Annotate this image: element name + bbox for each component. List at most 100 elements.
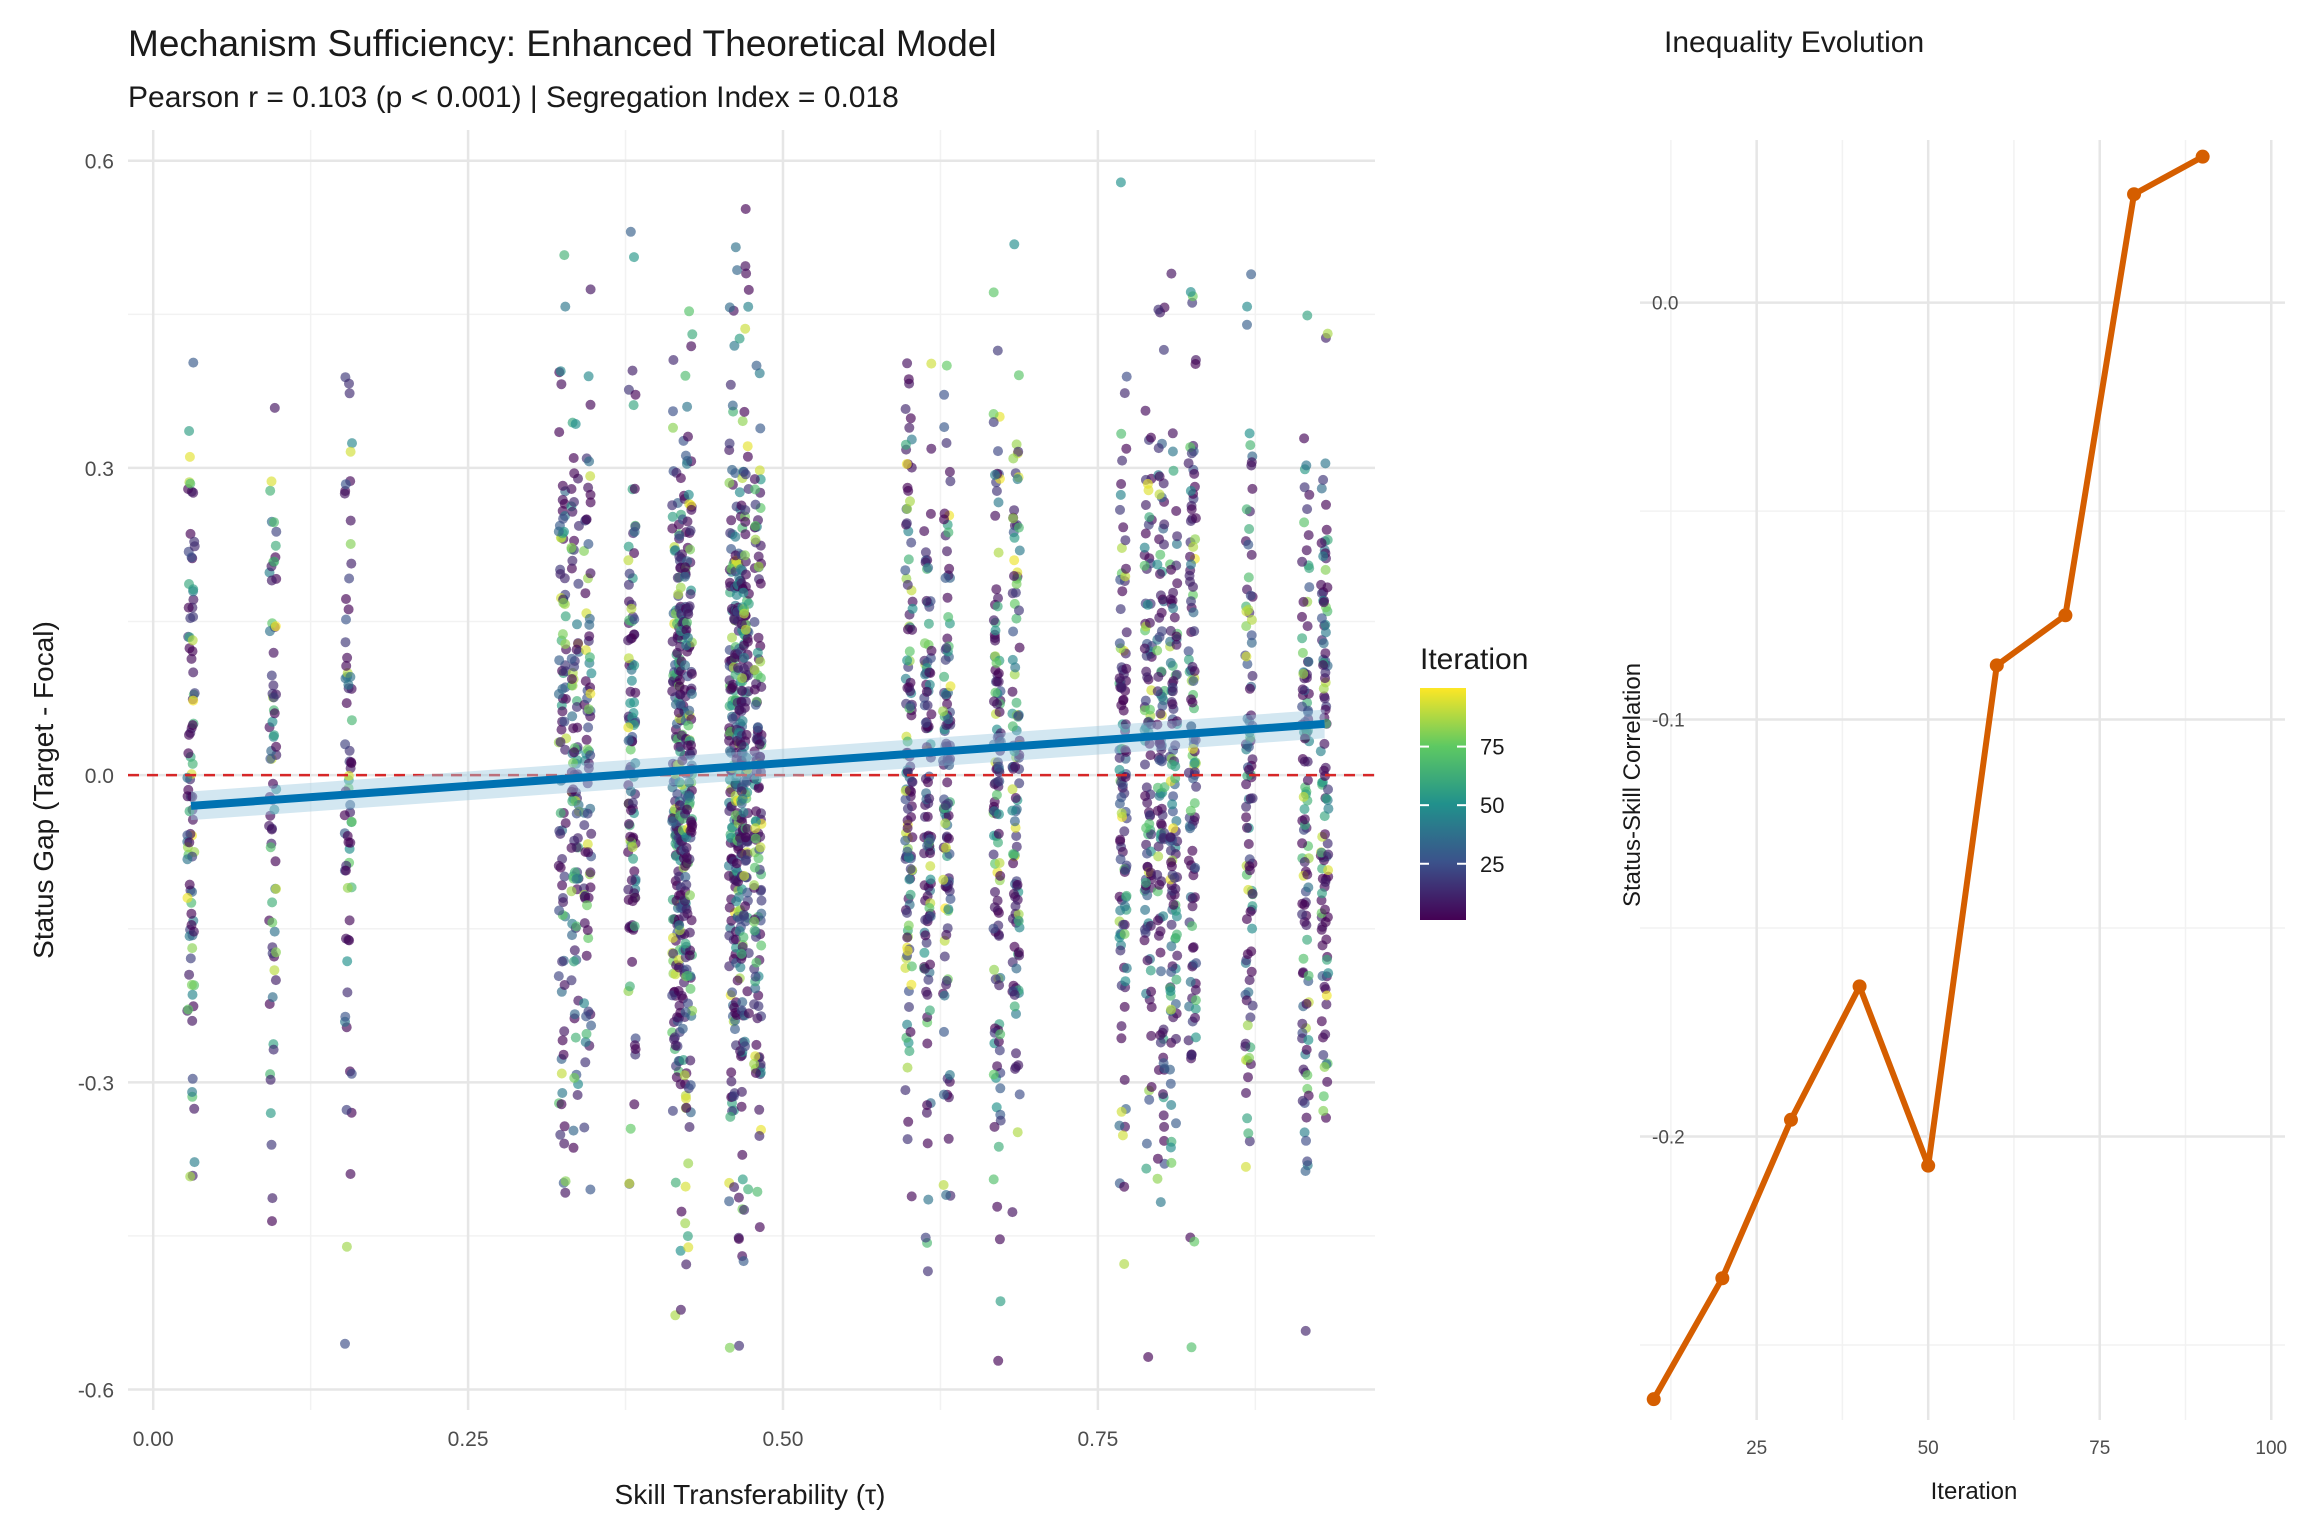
scatter-point [1322,838,1333,849]
scatter-point [1240,1161,1251,1172]
scatter-point [749,862,760,873]
scatter-point [742,986,753,997]
scatter-point [346,558,357,569]
scatter-point [1172,578,1183,589]
scatter-point [906,537,917,548]
scatter-point [994,707,1005,717]
scatter-point [188,487,199,498]
scatter-point [674,920,685,931]
scatter-point [1320,1029,1331,1040]
scatter-point [1144,1094,1155,1105]
y-tick-label: 0.6 [85,151,114,174]
scatter-point [925,874,936,885]
scatter-point [189,1103,200,1114]
scatter-point [742,633,753,644]
scatter-point [1114,798,1125,809]
scatter-point [1323,803,1334,814]
scatter-point [681,852,692,863]
scatter-point [1243,839,1254,849]
scatter-point [1154,632,1165,642]
scatter-point [675,1245,686,1256]
scatter-point [674,675,685,685]
scatter-point [554,427,565,438]
scatter-point [1013,947,1024,958]
scatter-point [1298,668,1309,679]
scatter-point [1190,985,1201,995]
scatter-point [754,1104,765,1115]
scatter-point [739,663,749,674]
scatter-point [1244,683,1255,694]
scatter-point [922,700,933,711]
scatter-point [900,1085,911,1096]
scatter-point [994,1045,1005,1056]
legend-tick-label: 50 [1480,793,1504,818]
scatter-point [266,670,277,681]
scatter-point [1185,485,1196,496]
scatter-point [344,378,354,389]
scatter-point [738,1256,749,1267]
scatter-point [904,422,915,433]
scatter-point [674,530,685,541]
x-tick-label: 0.50 [763,1428,804,1451]
scatter-point [560,611,571,622]
scatter-point [1154,612,1165,623]
scatter-point [1241,651,1252,662]
scatter-point [1298,953,1309,964]
scatter-point [629,252,639,263]
scatter-point [1159,1121,1170,1132]
scatter-point [1299,482,1310,493]
scatter-point [993,497,1004,508]
scatter-point [1116,479,1127,489]
scatter-point [185,1171,196,1182]
scatter-point [1155,1197,1166,1208]
scatter-point [187,1087,198,1097]
scatter-point [1014,1089,1025,1100]
scatter-point [907,603,918,614]
scatter-point [938,1089,949,1100]
scatter-point [1166,1004,1176,1015]
scatter-point [740,323,751,334]
scatter-point [995,728,1006,739]
scatter-point [674,777,685,788]
scatter-point [988,417,999,428]
scatter-point [1140,405,1151,416]
scatter-point [559,871,570,882]
scatter-point [342,987,353,998]
scatter-point [724,746,735,756]
scatter-point [1316,1016,1327,1027]
scatter-point [1323,849,1334,860]
scatter-point [1118,522,1129,533]
scatter-point [740,529,751,540]
scatter-point [926,645,937,656]
scatter-point [556,379,567,390]
scatter-point [924,1005,935,1016]
scatter-point [1189,626,1200,637]
scatter-point [345,539,356,549]
scatter-point [1187,697,1198,708]
scatter-point [1158,1089,1168,1100]
scatter-point [345,671,356,682]
scatter-point [267,992,278,1003]
scatter-point [555,808,566,818]
scatter-point [1014,778,1025,789]
scatter-point [923,618,934,629]
scatter-point [1246,549,1257,560]
scatter-point [1155,1037,1166,1048]
scatter-point [585,497,596,508]
scatter-point [269,965,280,976]
scatter-point [926,443,937,454]
scatter-point [267,1193,278,1204]
scatter-point [625,831,636,842]
scatter-point [992,1201,1003,1212]
scatter-point [922,1038,933,1049]
scatter-point [185,953,196,964]
scatter-point [730,934,741,945]
scatter-point [904,646,915,657]
scatter-point [1185,576,1195,587]
scatter-point [992,601,1003,612]
scatter-point [555,569,566,579]
scatter-point [740,469,751,480]
scatter-point [1009,989,1020,1000]
scatter-point [729,340,740,351]
scatter-point [570,419,581,429]
